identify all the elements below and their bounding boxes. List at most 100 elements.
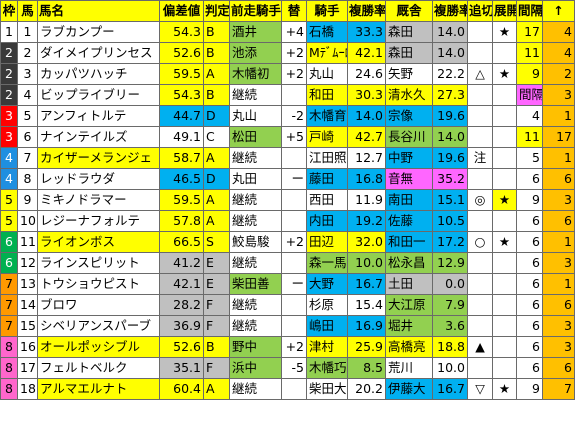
waku-cell: 3 (0, 105, 18, 127)
arrow-value: 1 (542, 105, 575, 127)
grade: A (203, 210, 230, 232)
table-row: 2 3 カッパツハッチ 59.5 A 木幡初 +2 丸山 24.6 矢野 22.2 △ ★ 9 2 (0, 63, 575, 85)
tenkai-mark (492, 105, 517, 127)
jockey-rate: 32.0 (347, 231, 386, 253)
swap-indicator: +2 (281, 336, 307, 358)
prev-jockey: 浜中 (229, 357, 282, 379)
trainer-name: 佐藤 (385, 210, 433, 232)
deviation-value: 54.3 (159, 84, 204, 106)
table-row: 5 9 ミキノドラマー 59.5 A 継続 西田 11.9 南田 15.1 ◎ ★ 9 3 (0, 189, 575, 211)
waku-cell: 2 (0, 63, 18, 85)
jockey-rate: 11.9 (347, 189, 386, 211)
oikiri-mark: △ (467, 63, 493, 85)
uma-number: 6 (17, 126, 38, 148)
interval-value: 17 (516, 21, 543, 43)
grade: D (203, 168, 230, 190)
header-waku: 枠 (0, 0, 18, 22)
jockey-name: 津村 (306, 336, 348, 358)
uma-number: 8 (17, 168, 38, 190)
grade: D (203, 105, 230, 127)
arrow-value: 7 (542, 378, 575, 400)
deviation-value: 54.3 (159, 21, 204, 43)
uma-number: 2 (17, 42, 38, 64)
header-arrow: ↑ (542, 0, 575, 22)
waku-cell: 2 (0, 84, 18, 106)
horse-name: ダイメイプリンセス (37, 42, 160, 64)
trainer-name: 清水久 (385, 84, 433, 106)
waku-cell: 3 (0, 126, 18, 148)
horse-name: レッドラウダ (37, 168, 160, 190)
uma-number: 10 (17, 210, 38, 232)
deviation-value: 35.1 (159, 357, 204, 379)
trainer-name: 大江原 (385, 294, 433, 316)
uma-number: 18 (17, 378, 38, 400)
prev-jockey: 継続 (229, 294, 282, 316)
trainer-name: 土田 (385, 273, 433, 295)
waku-cell: 8 (0, 357, 18, 379)
prev-jockey: 木幡初 (229, 63, 282, 85)
interval-value: 6 (516, 210, 543, 232)
interval-value: 9 (516, 63, 543, 85)
jockey-rate: 42.7 (347, 126, 386, 148)
jockey-name: 柴田大 (306, 378, 348, 400)
jockey-name: 杉原 (306, 294, 348, 316)
swap-indicator: ー (281, 273, 307, 295)
horse-name: カッパツハッチ (37, 63, 160, 85)
trainer-rate: 17.2 (432, 231, 468, 253)
deviation-value: 41.2 (159, 252, 204, 274)
uma-number: 12 (17, 252, 38, 274)
race-table: 枠 馬 馬名 偏差値 判定 前走騎手 替 騎手 複勝率 厩舎 複勝率 追切 展開… (0, 0, 575, 400)
table-row: 6 11 ライオンボス 66.5 S 鮫島駿 +2 田辺 32.0 和田一 17.2 ○ ★ 6 1 (0, 231, 575, 253)
deviation-value: 60.4 (159, 378, 204, 400)
jockey-rate: 16.9 (347, 315, 386, 337)
jockey-rate: 14.0 (347, 105, 386, 127)
header-swap: 替 (281, 0, 307, 22)
tenkai-mark (492, 147, 517, 169)
oikiri-mark: ◎ (467, 189, 493, 211)
interval-value: 6 (516, 252, 543, 274)
jockey-name: 和田 (306, 84, 348, 106)
oikiri-mark: 注 (467, 147, 493, 169)
grade: F (203, 294, 230, 316)
deviation-value: 59.5 (159, 63, 204, 85)
interval-value: 11 (516, 42, 543, 64)
prev-jockey: 継続 (229, 315, 282, 337)
arrow-value: 6 (542, 210, 575, 232)
arrow-value: 1 (542, 273, 575, 295)
arrow-value: 1 (542, 147, 575, 169)
oikiri-mark (467, 210, 493, 232)
interval-value: 9 (516, 378, 543, 400)
uma-number: 11 (17, 231, 38, 253)
prev-jockey: 継続 (229, 189, 282, 211)
tenkai-mark: ★ (492, 378, 517, 400)
prev-jockey: 松田 (229, 126, 282, 148)
horse-name: ミキノドラマー (37, 189, 160, 211)
oikiri-mark (467, 252, 493, 274)
table-row: 8 16 オールポッシブル 52.6 B 野中 +2 津村 25.9 高橋亮 18.8 ▲ 6 3 (0, 336, 575, 358)
trainer-rate: 16.7 (432, 378, 468, 400)
deviation-value: 58.7 (159, 147, 204, 169)
table-row: 2 2 ダイメイプリンセス 52.6 B 池添 +2 Mﾃﾞﾑｰﾛ 42.1 森田 14.0 11 4 (0, 42, 575, 64)
swap-indicator (281, 294, 307, 316)
prev-jockey: 継続 (229, 378, 282, 400)
tenkai-mark (492, 84, 517, 106)
uma-number: 13 (17, 273, 38, 295)
header-dev: 偏差値 (159, 0, 204, 22)
deviation-value: 57.8 (159, 210, 204, 232)
oikiri-mark (467, 21, 493, 43)
jockey-rate: 19.2 (347, 210, 386, 232)
trainer-rate: 7.9 (432, 294, 468, 316)
uma-number: 7 (17, 147, 38, 169)
trainer-name: 森田 (385, 21, 433, 43)
uma-number: 14 (17, 294, 38, 316)
trainer-name: 伊藤大 (385, 378, 433, 400)
interval-value: 6 (516, 273, 543, 295)
prev-jockey: 継続 (229, 252, 282, 274)
jockey-name: 木幡育 (306, 105, 348, 127)
jockey-name: 丸山 (306, 63, 348, 85)
oikiri-mark (467, 315, 493, 337)
tenkai-mark (492, 357, 517, 379)
arrow-value: 6 (542, 168, 575, 190)
deviation-value: 49.1 (159, 126, 204, 148)
prev-jockey: 酒井 (229, 21, 282, 43)
